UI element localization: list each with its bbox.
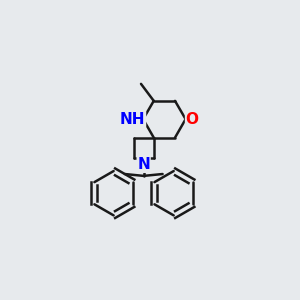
Text: O: O (186, 112, 199, 127)
Text: N: N (137, 157, 150, 172)
Text: NH: NH (120, 112, 146, 127)
